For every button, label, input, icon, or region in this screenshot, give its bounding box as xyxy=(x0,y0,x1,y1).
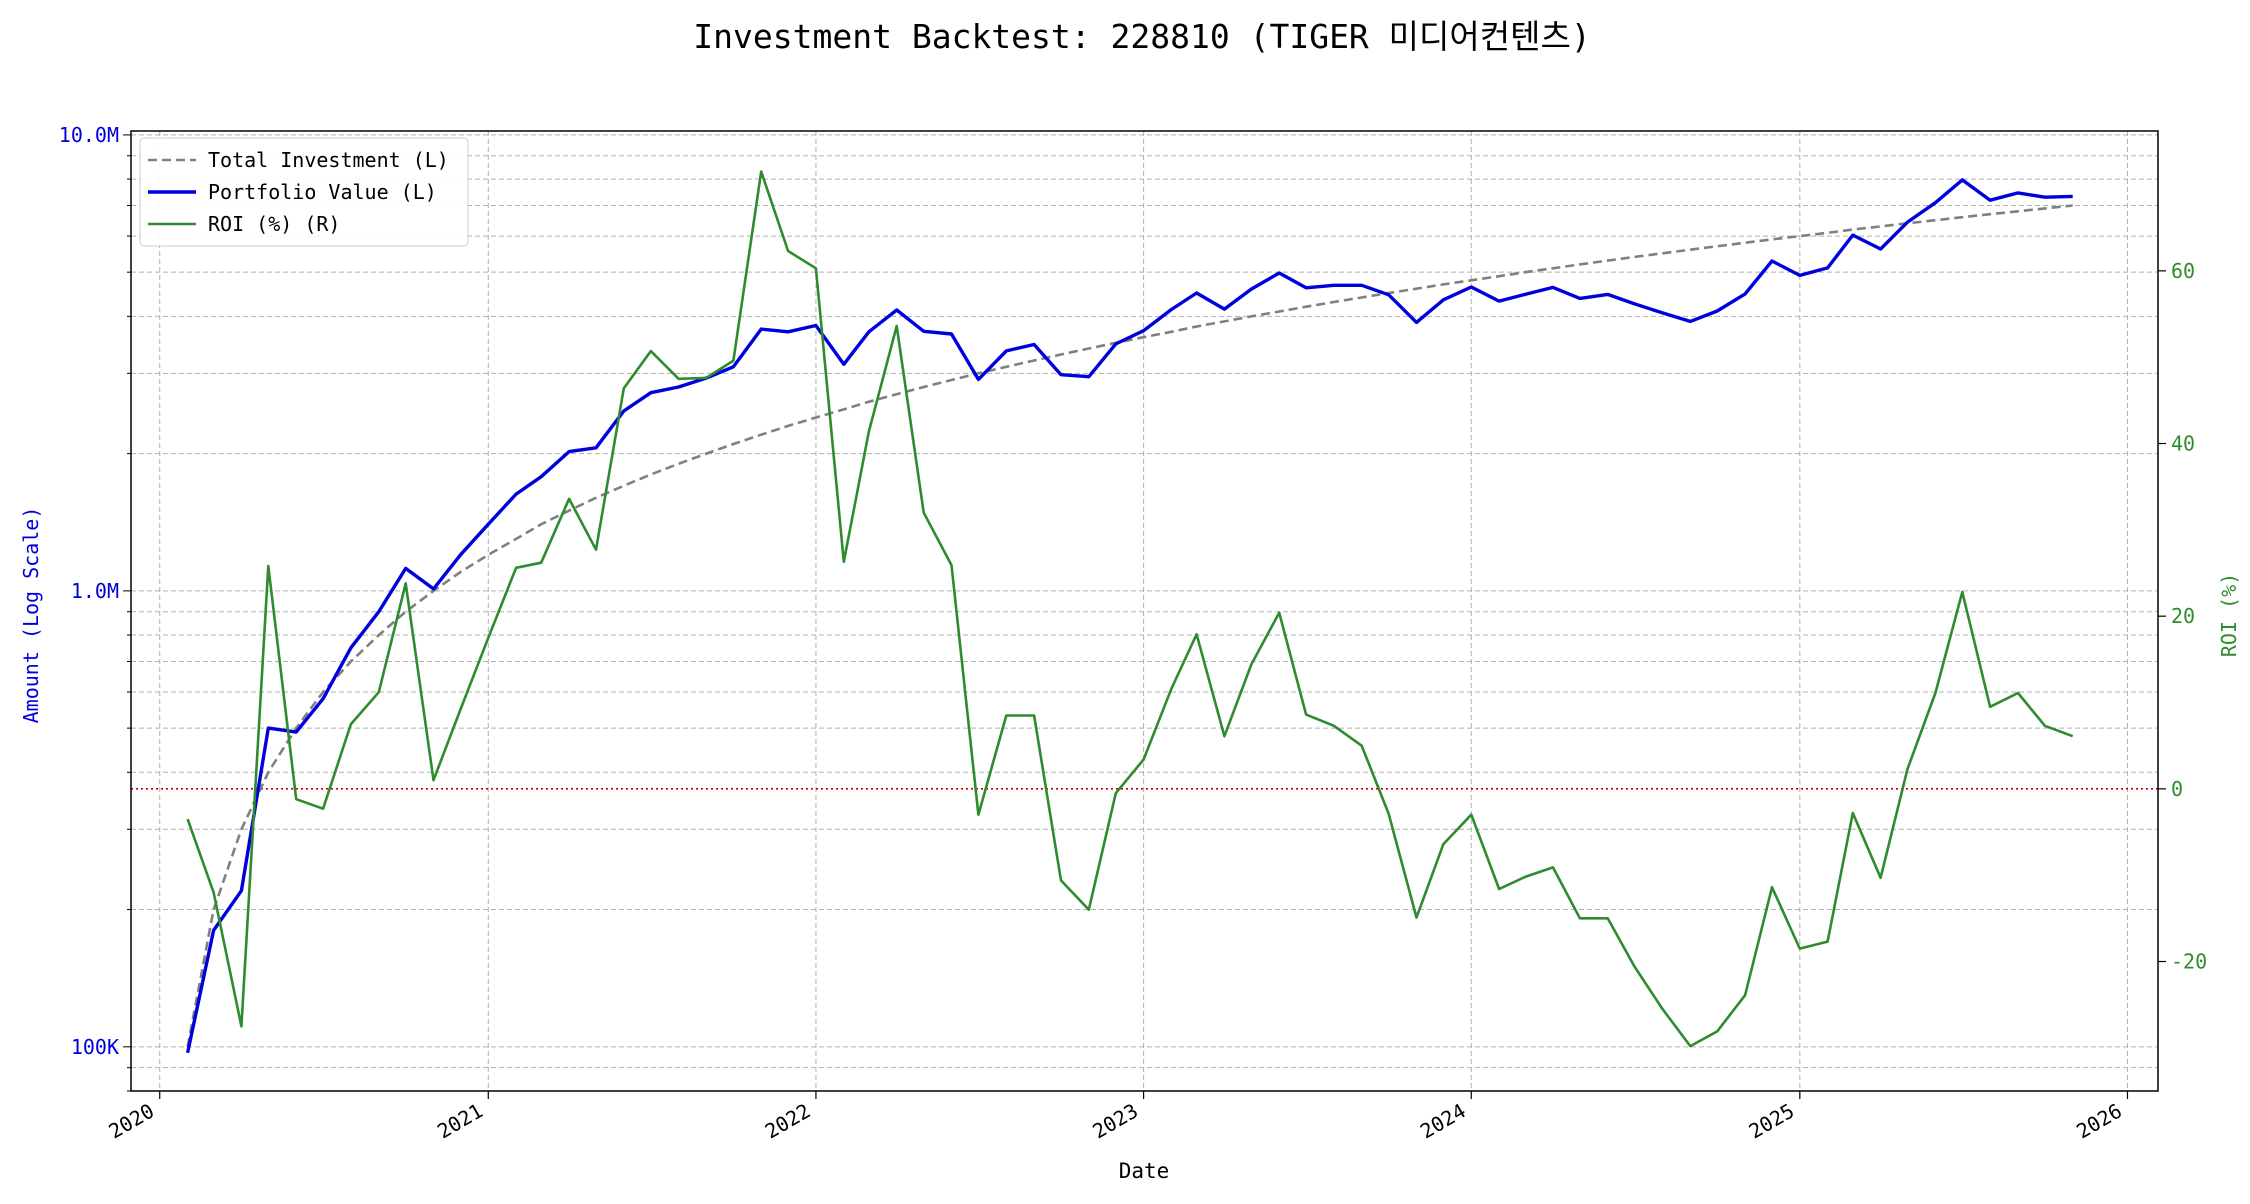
legend-entry-label: Portfolio Value (L) xyxy=(208,180,437,204)
x-tick-label: 2022 xyxy=(761,1099,815,1144)
left-tick-label: 100K xyxy=(71,1035,119,1059)
legend-box xyxy=(139,137,469,247)
series-line-3 xyxy=(186,170,2074,1048)
left-y-axis-label: Amount (Log Scale) xyxy=(19,507,43,724)
x-tick-label: 2021 xyxy=(433,1099,487,1144)
x-tick-label: 2020 xyxy=(105,1099,159,1144)
x-axis-label: Date xyxy=(1119,1159,1170,1183)
right-tick-label: -20 xyxy=(2171,950,2207,974)
right-tick-label: 60 xyxy=(2171,259,2195,283)
series-line-1 xyxy=(186,204,2073,1048)
series-lines xyxy=(185,170,2074,1054)
x-tick-label: 2026 xyxy=(2072,1099,2126,1144)
right-tick-label: 40 xyxy=(2171,432,2195,456)
legend: Total Investment (L) Portfolio Value (L) R… xyxy=(139,137,469,247)
left-tick-label: 1.0M xyxy=(71,579,119,603)
grid-lines xyxy=(131,131,2158,1092)
right-tick-label: 0 xyxy=(2171,777,2183,801)
x-tick-label: 2024 xyxy=(1416,1099,1470,1144)
legend-entry-label: ROI (%) (R) xyxy=(208,212,340,236)
x-tick-label: 2023 xyxy=(1088,1099,1142,1144)
legend-entry-label: Total Investment (L) xyxy=(208,148,449,172)
x-tick-label: 2025 xyxy=(1745,1099,1799,1144)
plot-frame xyxy=(130,130,2159,1092)
left-tick-label: 10.0M xyxy=(59,123,119,147)
right-tick-label: 20 xyxy=(2171,604,2195,628)
chart-title: Investment Backtest: 228810 (TIGER 미디어컨텐… xyxy=(693,17,1590,56)
right-y-axis-label: ROI (%) xyxy=(2217,573,2241,657)
series-line-2 xyxy=(185,178,2073,1054)
